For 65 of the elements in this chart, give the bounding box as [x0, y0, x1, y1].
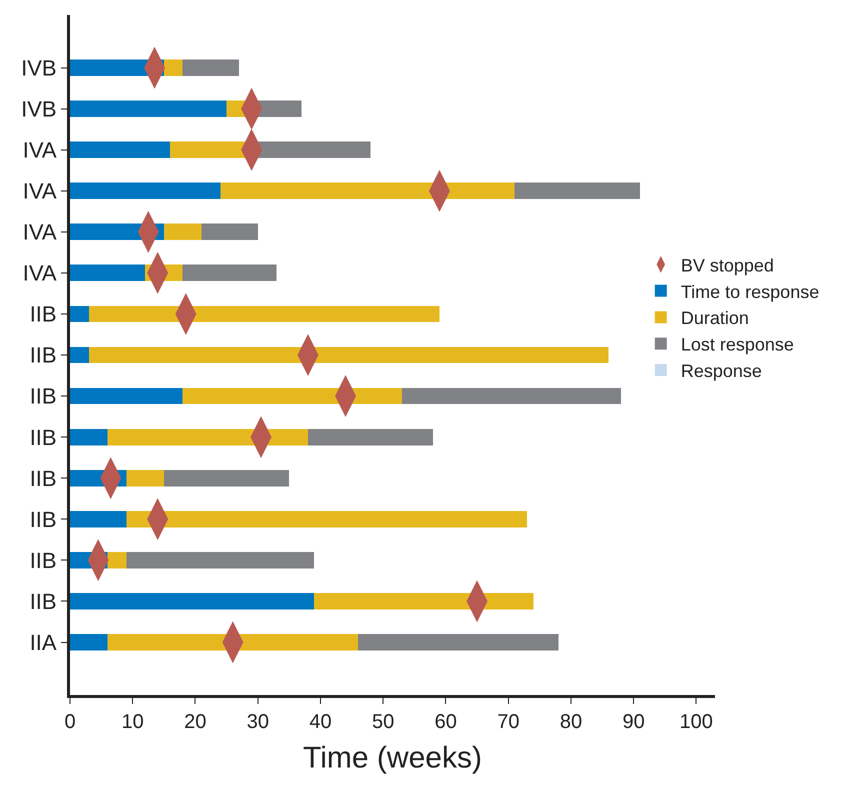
bar [70, 346, 89, 364]
bar [126, 470, 164, 486]
y-tick-label: IIB [30, 548, 57, 573]
bar [70, 428, 108, 446]
y-tick-label: IIB [30, 506, 57, 532]
y-tick-label: IVA [22, 260, 57, 286]
x-tick-label: 20 [184, 711, 206, 733]
bar [314, 593, 534, 610]
bar [70, 100, 227, 117]
y-tick-label: IIB [30, 424, 57, 450]
y-tick-label: IVA [22, 178, 57, 204]
bar [70, 264, 146, 282]
x-tick-label: 70 [497, 711, 520, 733]
x-tick-label: 50 [372, 711, 394, 733]
bar [70, 142, 170, 158]
bar [70, 634, 108, 650]
bar [358, 634, 558, 650]
y-tick-label: IVA [22, 220, 57, 245]
y-tick-label: IIB [30, 342, 57, 368]
bar [164, 224, 202, 240]
x-tick-label: 90 [622, 711, 645, 733]
y-tick-label: IVB [21, 96, 57, 122]
x-tick-label: 40 [309, 711, 332, 733]
y-tick-label: IIB [30, 588, 57, 614]
legend-label: BV stopped [680, 255, 774, 276]
legend-label: Time to response [680, 282, 820, 302]
x-tick-label: 10 [121, 711, 144, 733]
bar [182, 388, 402, 404]
bar [402, 388, 622, 404]
bar [182, 60, 240, 76]
x-tick-label: 80 [560, 711, 582, 733]
y-tick-label: IIA [30, 630, 57, 655]
bar [202, 224, 258, 240]
x-axis-title: Time (weeks) [303, 742, 482, 774]
y-tick-label: IIB [30, 384, 57, 409]
bar [88, 346, 609, 364]
y-tick-label: IVB [21, 55, 57, 80]
bar [126, 552, 314, 568]
x-tick-label: 60 [434, 711, 457, 733]
bar [182, 264, 277, 282]
bar [108, 634, 358, 650]
bar [88, 306, 440, 322]
bar [514, 182, 640, 200]
y-tick-label: IIB [30, 466, 57, 491]
x-tick-label: 30 [246, 711, 269, 733]
legend-label: Duration [680, 308, 749, 328]
bar [70, 182, 220, 200]
bar [164, 60, 183, 76]
bar [308, 428, 434, 446]
bar [108, 552, 126, 568]
bar [70, 306, 89, 322]
x-tick-label: 100 [680, 711, 713, 733]
bar [70, 510, 126, 528]
bar [170, 142, 246, 158]
bar [126, 510, 528, 528]
legend-label: Lost response [680, 334, 794, 355]
bar [70, 388, 183, 404]
legend-label: Response [680, 361, 762, 382]
y-tick-label: IVA [22, 138, 57, 163]
y-tick-label: IIB [30, 302, 57, 327]
x-tick-label: 0 [64, 711, 76, 733]
bar [164, 470, 290, 486]
bar [70, 593, 314, 610]
bar [220, 182, 515, 200]
bar [108, 428, 308, 446]
